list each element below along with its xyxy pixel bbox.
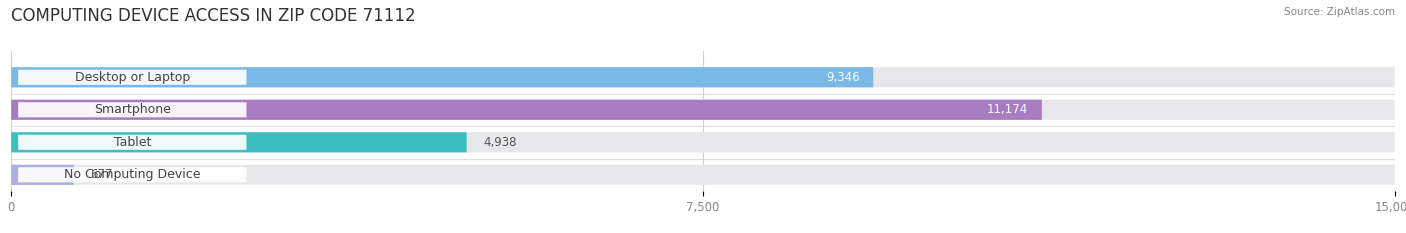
Text: 4,938: 4,938 <box>484 136 517 149</box>
FancyBboxPatch shape <box>11 100 1042 120</box>
FancyBboxPatch shape <box>11 165 73 185</box>
FancyBboxPatch shape <box>11 67 1395 87</box>
Text: 677: 677 <box>90 168 112 181</box>
FancyBboxPatch shape <box>11 132 467 152</box>
Text: 11,174: 11,174 <box>987 103 1028 116</box>
Text: Desktop or Laptop: Desktop or Laptop <box>75 71 190 84</box>
FancyBboxPatch shape <box>11 100 1395 120</box>
FancyBboxPatch shape <box>18 70 246 85</box>
Text: COMPUTING DEVICE ACCESS IN ZIP CODE 71112: COMPUTING DEVICE ACCESS IN ZIP CODE 7111… <box>11 7 416 25</box>
FancyBboxPatch shape <box>18 135 246 150</box>
FancyBboxPatch shape <box>11 67 873 87</box>
Text: Smartphone: Smartphone <box>94 103 170 116</box>
FancyBboxPatch shape <box>11 132 1395 152</box>
FancyBboxPatch shape <box>11 165 1395 185</box>
Text: 9,346: 9,346 <box>825 71 859 84</box>
Text: No Computing Device: No Computing Device <box>65 168 201 181</box>
FancyBboxPatch shape <box>18 102 246 117</box>
Text: Tablet: Tablet <box>114 136 150 149</box>
Text: Source: ZipAtlas.com: Source: ZipAtlas.com <box>1284 7 1395 17</box>
FancyBboxPatch shape <box>18 167 246 182</box>
